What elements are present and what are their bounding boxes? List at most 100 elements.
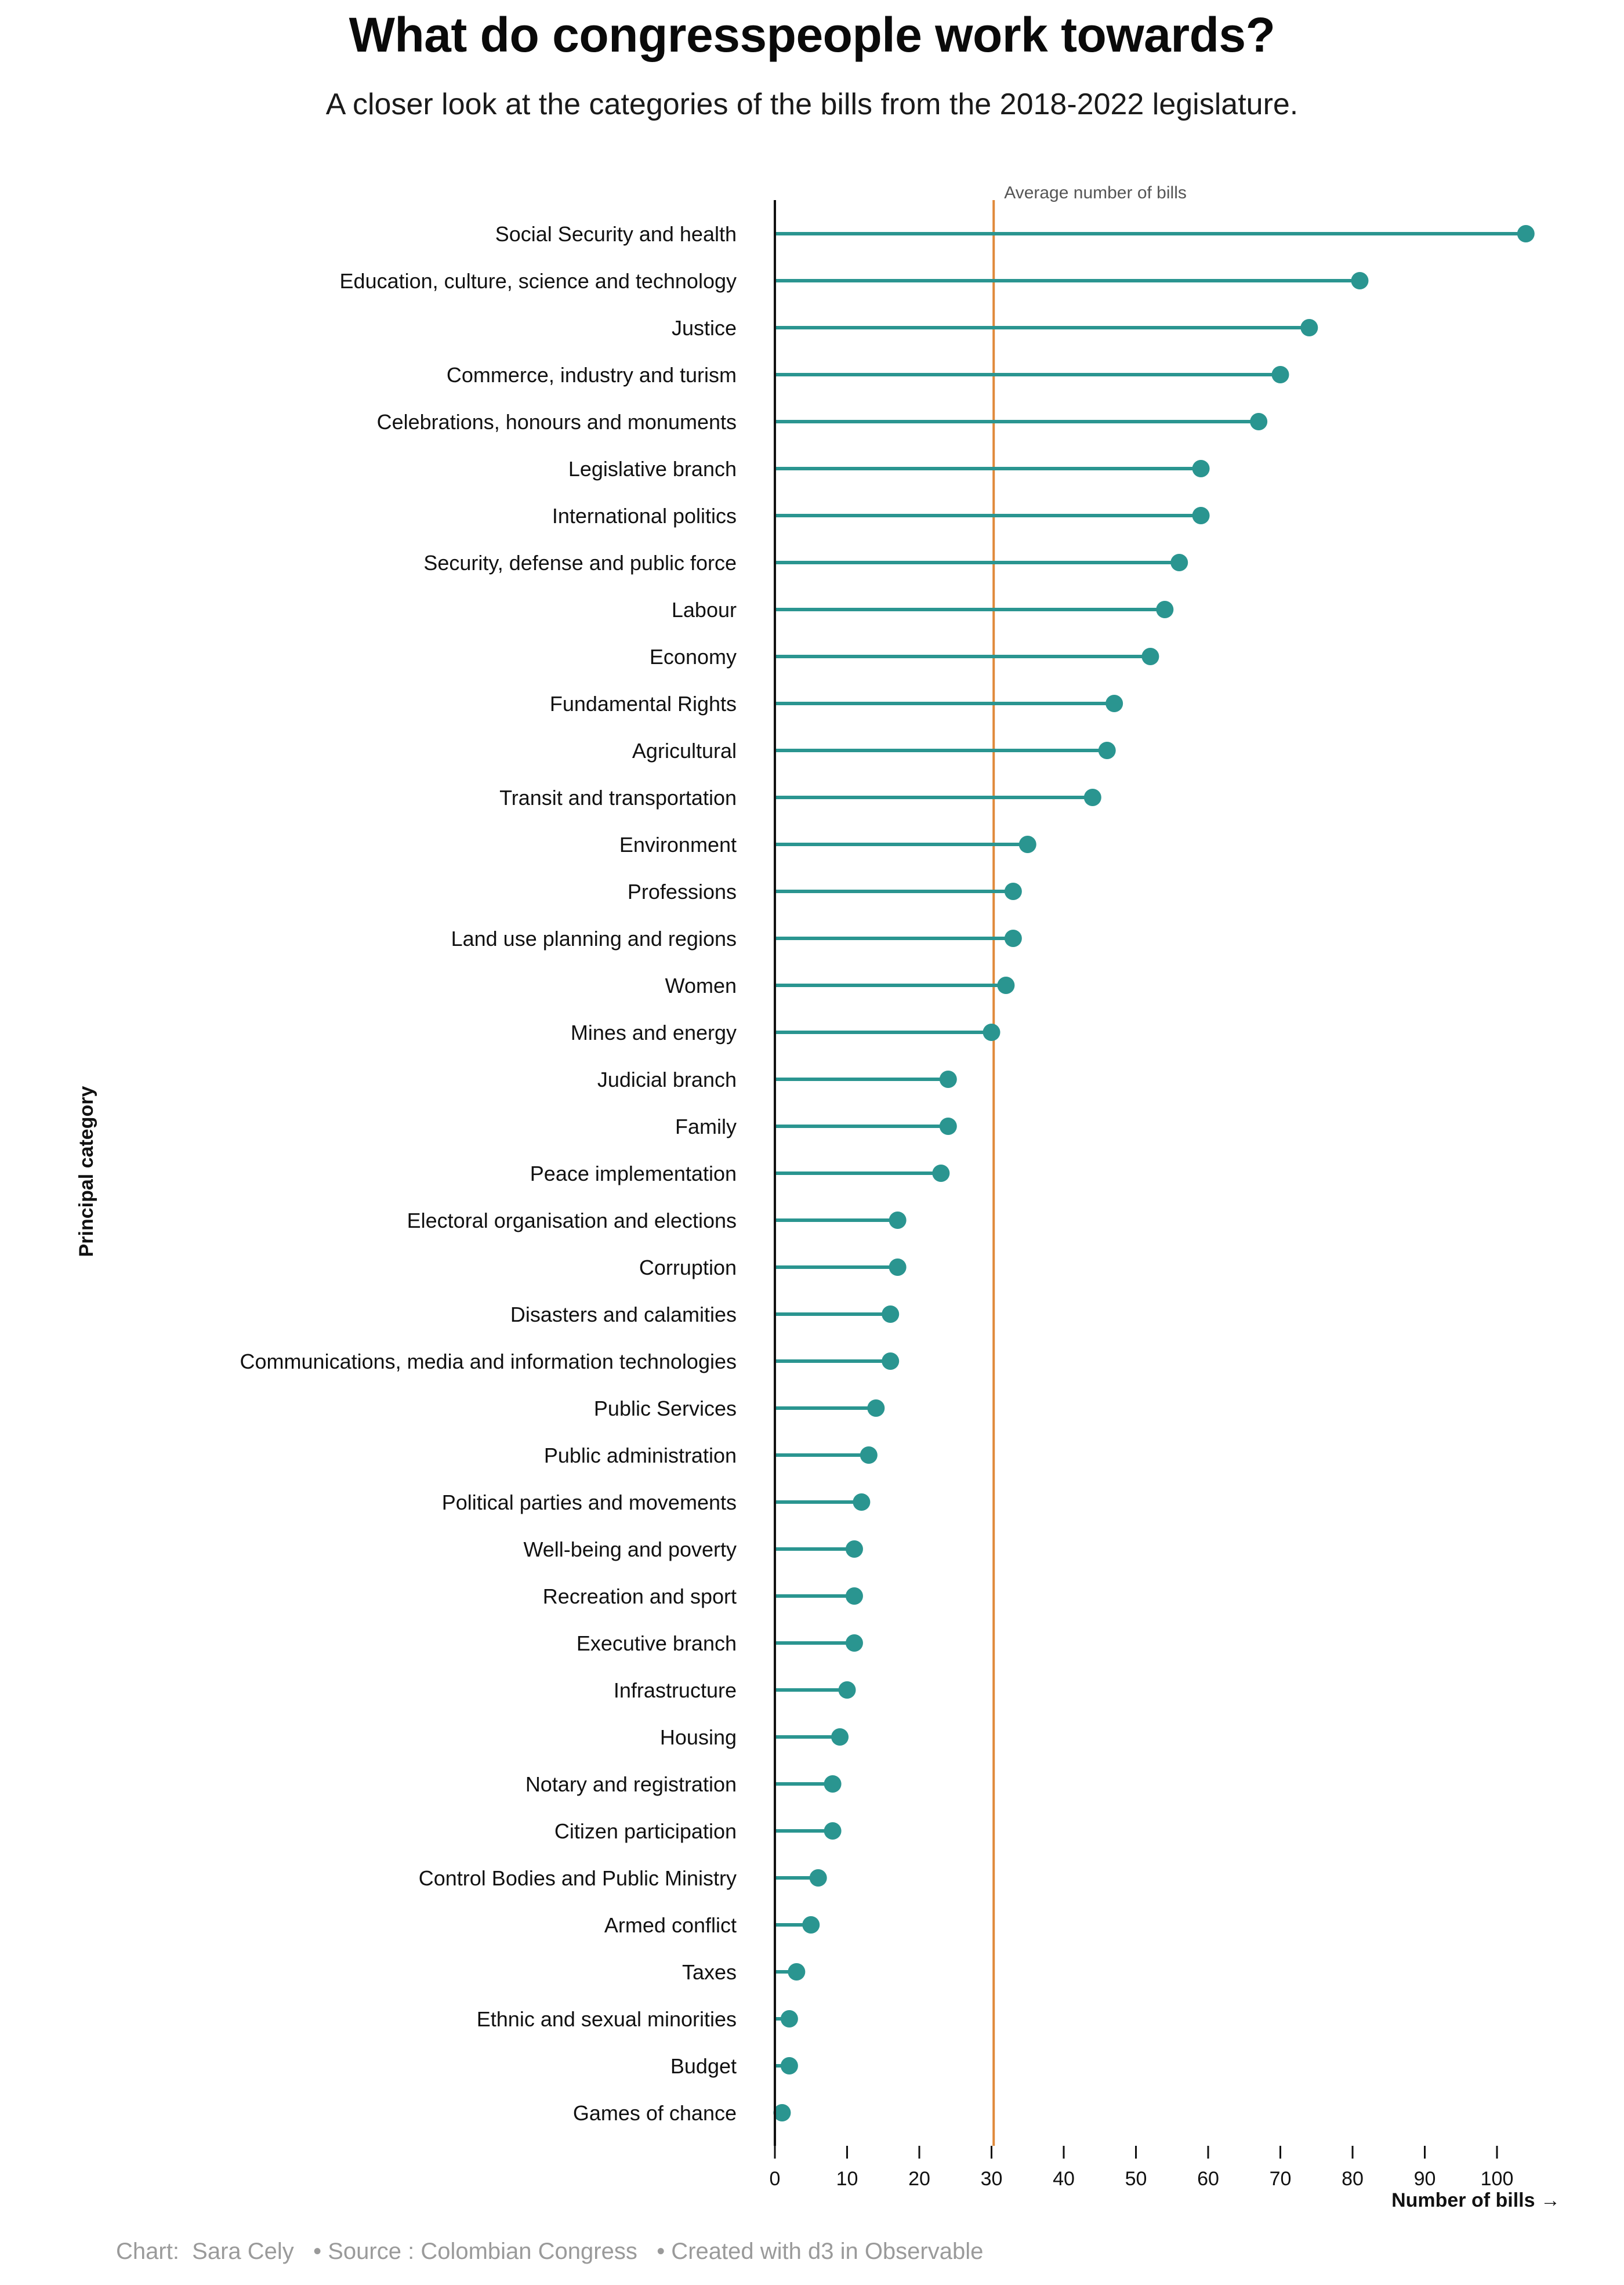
category-label: Judicial branch	[597, 1068, 737, 1091]
lollipop-dot	[1517, 225, 1535, 242]
lollipop-dot	[1250, 413, 1268, 430]
category-label: Fundamental Rights	[550, 692, 737, 716]
category-label: Electoral organisation and elections	[407, 1209, 737, 1232]
lollipop-dot	[939, 1071, 957, 1088]
y-axis-title: Principal category	[75, 1086, 97, 1257]
x-tick-label: 60	[1197, 2168, 1219, 2190]
footer-tool: • Created with d3 in Observable	[657, 2239, 984, 2264]
lollipop-dot	[997, 977, 1015, 994]
x-tick-label: 70	[1270, 2168, 1292, 2190]
category-label: Mines and energy	[571, 1021, 737, 1044]
footer: Chart: Sara Cely • Source : Colombian Co…	[116, 2239, 983, 2265]
category-label: Control Bodies and Public Ministry	[419, 1866, 737, 1890]
lollipop-chart: Average number of bills Social Security …	[75, 183, 1560, 2211]
x-tick-label: 50	[1125, 2168, 1147, 2190]
lollipop-dot	[1271, 366, 1289, 383]
lollipop-dot	[1004, 883, 1022, 900]
category-label: Social Security and health	[495, 222, 737, 246]
category-label: Commerce, industry and turism	[447, 363, 737, 387]
category-label: Well-being and poverty	[523, 1537, 737, 1561]
category-label: Justice	[672, 316, 737, 340]
lollipop-dot	[1156, 601, 1174, 618]
lollipop-dot	[1192, 460, 1210, 477]
lollipop-dot	[1105, 695, 1123, 712]
category-label: Education, culture, science and technolo…	[340, 269, 737, 293]
category-label: Security, defense and public force	[423, 551, 737, 575]
lollipop-dot	[1192, 507, 1210, 524]
x-tick-label: 90	[1414, 2168, 1436, 2190]
x-axis: 0 10 20 30 40 50 60 70 80 90 100	[770, 2146, 1514, 2190]
category-label: Taxes	[682, 1960, 737, 1984]
category-label: Infrastructure	[614, 1678, 737, 1702]
lollipop-dot	[845, 1587, 863, 1605]
x-tick-label: 20	[908, 2168, 930, 2190]
lollipop-dot	[860, 1446, 878, 1464]
lollipop-dot	[882, 1352, 900, 1370]
category-label: Celebrations, honours and monuments	[377, 410, 737, 434]
lollipop-dot	[802, 1916, 820, 1934]
footer-credit: Chart: Sara Cely	[116, 2239, 294, 2264]
average-reference: Average number of bills	[992, 183, 1187, 2146]
category-label: Family	[675, 1115, 737, 1138]
x-tick-label: 100	[1481, 2168, 1514, 2190]
category-label: Land use planning and regions	[451, 927, 737, 951]
lollipop-dot	[838, 1681, 856, 1699]
footer-source: • Source : Colombian Congress	[313, 2239, 637, 2264]
category-label: Budget	[670, 2054, 737, 2078]
category-label: Public administration	[544, 1443, 737, 1467]
lollipop-dot	[824, 1822, 842, 1840]
lollipop-dot	[845, 1634, 863, 1652]
category-label: Public Services	[594, 1397, 737, 1420]
x-tick-label: 80	[1342, 2168, 1364, 2190]
lollipop-dot	[853, 1493, 871, 1511]
category-label: Political parties and movements	[442, 1490, 737, 1514]
lollipop-dot	[882, 1305, 900, 1323]
lollipop-dot	[1004, 930, 1022, 947]
lollipop-dot	[939, 1118, 957, 1135]
lollipop-dot	[780, 2057, 798, 2074]
lollipop-dot	[1141, 648, 1159, 665]
x-tick-label: 40	[1053, 2168, 1075, 2190]
lollipop-dot	[983, 1024, 1000, 1041]
category-label: Legislative branch	[568, 457, 737, 481]
category-label: Environment	[619, 833, 737, 857]
category-label: Citizen participation	[554, 1819, 737, 1843]
chart-subtitle: A closer look at the categories of the b…	[325, 88, 1299, 121]
category-label: Agricultural	[632, 739, 737, 763]
lollipop-dot	[889, 1258, 907, 1276]
average-label: Average number of bills	[1004, 183, 1187, 202]
category-label: Games of chance	[573, 2101, 737, 2125]
lollipop-dot	[773, 2104, 791, 2121]
lollipop-dot	[867, 1399, 885, 1417]
category-label: Transit and transportation	[499, 786, 737, 810]
category-label: Professions	[628, 880, 737, 904]
x-tick-label: 30	[981, 2168, 1003, 2190]
lollipop-dot	[1083, 789, 1101, 806]
x-tick-label: 10	[836, 2168, 858, 2190]
category-label: Corruption	[639, 1256, 737, 1279]
category-label: Women	[665, 974, 737, 998]
x-tick-label: 0	[770, 2168, 781, 2190]
chart-title: What do congresspeople work towards?	[349, 8, 1275, 62]
category-label: Executive branch	[577, 1631, 737, 1655]
lollipop-dot	[1300, 319, 1318, 336]
lollipop-dot	[889, 1212, 907, 1229]
category-label: International politics	[552, 504, 737, 528]
lollipop-dot	[845, 1540, 863, 1558]
lollipop-dot	[824, 1775, 842, 1793]
lollipop-dot	[1351, 272, 1369, 289]
lollipop-marks	[773, 225, 1535, 2121]
lollipop-dot	[809, 1869, 827, 1887]
category-label: Ethnic and sexual minorities	[477, 2007, 737, 2031]
category-label: Armed conflict	[604, 1913, 737, 1937]
category-label: Labour	[672, 598, 737, 622]
category-label: Notary and registration	[525, 1772, 737, 1796]
category-label: Housing	[660, 1725, 737, 1749]
lollipop-dot	[1098, 742, 1116, 759]
category-label: Recreation and sport	[543, 1584, 737, 1608]
y-axis: Social Security and health Education, cul…	[240, 200, 776, 2146]
lollipop-dot	[788, 1963, 806, 1981]
category-label: Economy	[650, 645, 737, 669]
lollipop-dot	[780, 2010, 798, 2028]
lollipop-dot	[831, 1728, 849, 1746]
